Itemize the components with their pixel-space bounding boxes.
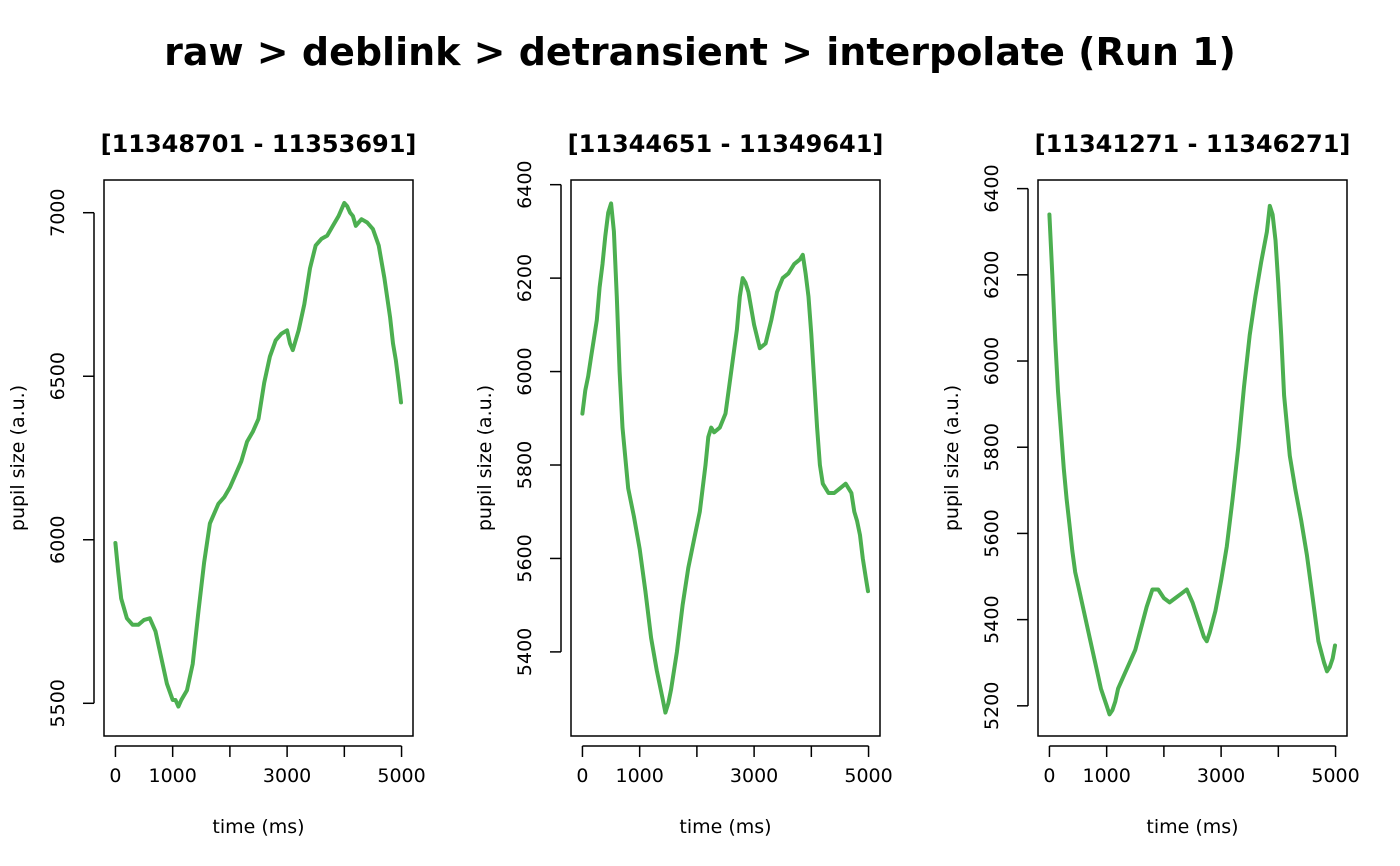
x-tick-label: 0 (1043, 765, 1055, 787)
panel-title: [11341271 - 11346271] (1035, 130, 1351, 158)
y-tick-label: 5600 (981, 509, 1003, 557)
y-tick-label: 5400 (514, 628, 536, 676)
y-axis-label: pupil size (a.u.) (941, 385, 963, 531)
x-tick-label: 3000 (263, 765, 311, 787)
x-tick-label: 1000 (148, 765, 196, 787)
plot-frame (103, 179, 414, 737)
y-tick-label: 5500 (47, 679, 69, 727)
y-tick-label: 6200 (514, 254, 536, 302)
x-tick-label: 1000 (615, 765, 663, 787)
panel-title: [11348701 - 11353691] (101, 130, 417, 158)
y-tick-label: 5800 (981, 423, 1003, 471)
y-tick-label: 6400 (981, 164, 1003, 212)
y-tick-label: 5400 (981, 595, 1003, 643)
y-tick-label: 5800 (514, 441, 536, 489)
figure-title: raw > deblink > detransient > interpolat… (164, 30, 1236, 74)
x-tick-label: 1000 (1082, 765, 1130, 787)
y-tick-label: 7000 (47, 189, 69, 237)
y-axis-label: pupil size (a.u.) (474, 385, 496, 531)
x-axis-label: time (ms) (679, 816, 771, 838)
x-axis-label: time (ms) (212, 816, 304, 838)
plot-frame (1037, 179, 1348, 737)
y-tick-label: 6400 (514, 160, 536, 208)
y-tick-label: 5600 (514, 534, 536, 582)
panel-title: [11344651 - 11349641] (568, 130, 884, 158)
panel-1: [11348701 - 11353691] 0 1000 3000 5000 time (… (7, 130, 426, 838)
panel-2: [11344651 - 11349641] 0 1000 3000 5000 time (… (474, 130, 893, 838)
y-tick-label: 6000 (514, 347, 536, 395)
x-tick-label: 3000 (730, 765, 778, 787)
y-tick-label: 6000 (981, 337, 1003, 385)
y-tick-label: 6000 (47, 516, 69, 564)
plot-frame (570, 179, 881, 737)
y-tick-label: 5200 (981, 682, 1003, 730)
y-axis-label: pupil size (a.u.) (7, 385, 29, 531)
y-tick-label: 6200 (981, 251, 1003, 299)
x-tick-label: 0 (109, 765, 121, 787)
series-line (580, 201, 870, 715)
y-tick-label: 6500 (47, 352, 69, 400)
x-axis-label: time (ms) (1146, 816, 1238, 838)
x-tick-label: 3000 (1197, 765, 1245, 787)
series-line (1047, 203, 1337, 717)
x-tick-label: 0 (576, 765, 588, 787)
x-tick-label: 5000 (1311, 765, 1359, 787)
panel-3: [11341271 - 11346271] 0 1000 3000 5000 time (… (941, 130, 1360, 838)
x-tick-label: 5000 (844, 765, 892, 787)
x-tick-label: 5000 (377, 765, 425, 787)
series-line (113, 200, 403, 709)
